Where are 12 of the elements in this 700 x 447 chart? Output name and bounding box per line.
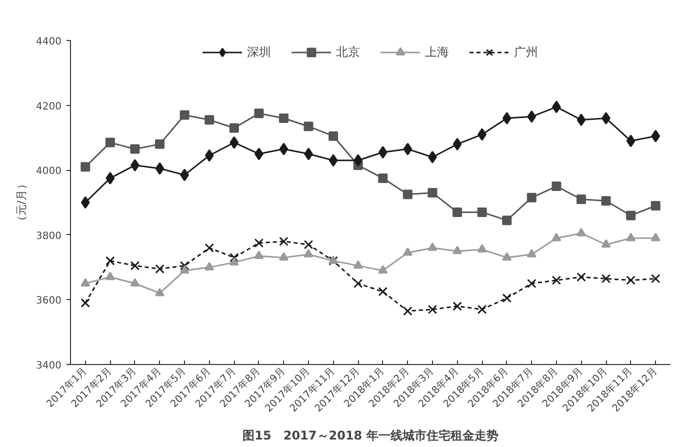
legend-label: 北京 xyxy=(336,44,360,60)
y-tick-label: 3600 xyxy=(36,296,62,307)
y-tick-label: 4400 xyxy=(36,36,62,48)
text: 图15 2017～2018 年一线城市住宅租金走势 xyxy=(242,428,498,442)
y-tick-label: 4000 xyxy=(36,166,62,178)
legend-label: 深圳 xyxy=(247,44,271,60)
y-tick-label: 3400 xyxy=(36,360,62,372)
y-axis-title: （元/月） xyxy=(15,178,28,226)
y-tick-label: 4200 xyxy=(36,101,62,112)
y-tick-label: 3800 xyxy=(36,230,62,242)
legend-label: 广州 xyxy=(514,44,538,60)
legend-label: 上海 xyxy=(425,44,449,60)
